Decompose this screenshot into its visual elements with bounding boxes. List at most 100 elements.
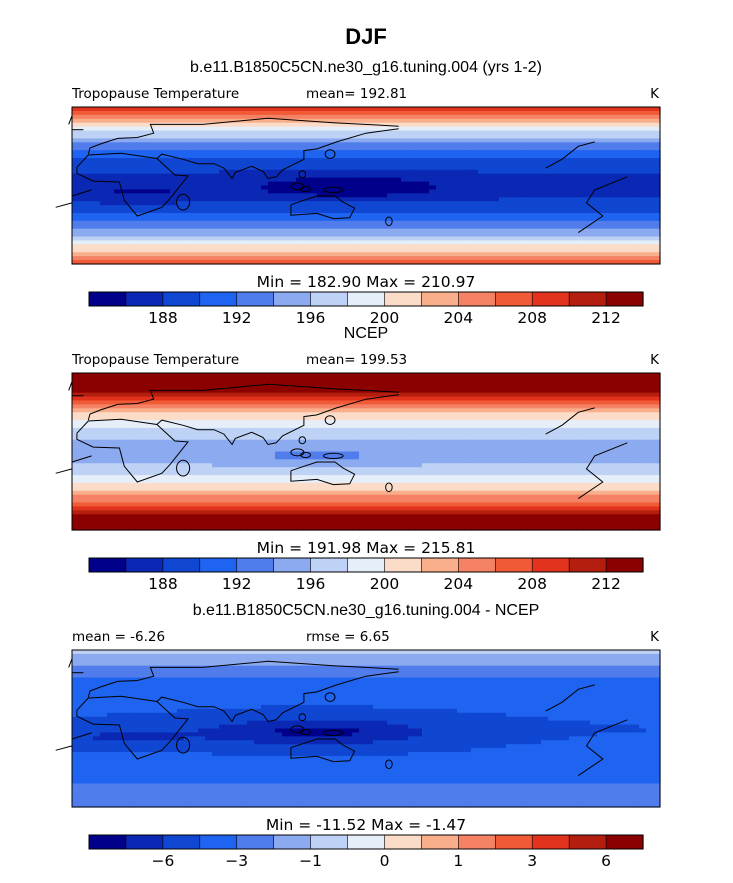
- map-cell: [86, 185, 94, 191]
- map-cell: [338, 236, 346, 242]
- map-cell: [520, 224, 528, 230]
- map-cell: [93, 185, 101, 191]
- map-cell: [464, 220, 472, 226]
- map-cell: [261, 236, 269, 242]
- map-cell: [275, 416, 283, 421]
- map-cell: [170, 384, 178, 390]
- map-cell: [317, 392, 325, 398]
- map-cell: [254, 232, 262, 238]
- map-cell: [625, 412, 633, 417]
- map-cell: [135, 142, 143, 147]
- map-cell: [296, 412, 304, 417]
- map-cell: [303, 216, 311, 222]
- map-cell: [464, 404, 472, 409]
- map-cell: [149, 392, 157, 398]
- map-cell: [653, 396, 661, 402]
- map-cell: [177, 114, 185, 120]
- map-cell: [191, 420, 199, 425]
- map-cell: [275, 158, 283, 163]
- map-cell: [268, 169, 276, 175]
- map-cell: [72, 161, 80, 167]
- map-cell: [359, 376, 367, 382]
- map-cell: [198, 380, 206, 386]
- map-cell: [240, 154, 248, 159]
- map-cell: [359, 244, 367, 249]
- map-cell: [562, 400, 570, 405]
- map-cell: [373, 201, 381, 206]
- map-cell: [415, 185, 423, 191]
- map-cell: [457, 122, 465, 128]
- map-cell: [268, 412, 276, 417]
- map-cell: [233, 142, 241, 147]
- map-cell: [373, 169, 381, 175]
- map-cell: [555, 427, 563, 433]
- map-cell: [632, 134, 640, 139]
- map-cell: [93, 161, 101, 167]
- map-cell: [324, 248, 332, 253]
- map-cell: [387, 146, 395, 151]
- map-cell: [240, 146, 248, 151]
- map-cell: [93, 212, 101, 218]
- map-cell: [618, 416, 626, 421]
- map-cell: [653, 224, 661, 230]
- map-cell: [254, 244, 262, 249]
- map-cell: [121, 169, 129, 175]
- map-cell: [261, 443, 269, 449]
- map-cell: [541, 114, 549, 120]
- map-cell: [149, 396, 157, 402]
- map-cell: [639, 427, 647, 433]
- map-cell: [408, 154, 416, 159]
- map-cell: [569, 439, 577, 445]
- map-cell: [443, 165, 451, 171]
- map-cell: [583, 142, 591, 147]
- map-cell: [429, 435, 437, 441]
- map-cell: [590, 400, 598, 405]
- map-cell: [366, 146, 374, 151]
- map-cell: [569, 118, 577, 124]
- map-cell: [296, 165, 304, 171]
- map-cell: [177, 126, 185, 132]
- map-cell: [541, 435, 549, 441]
- map-cell: [457, 256, 465, 261]
- map-cell: [478, 376, 486, 382]
- map-cell: [191, 114, 199, 120]
- map-cell: [625, 181, 633, 187]
- map-cell: [275, 388, 283, 394]
- map-cell: [233, 201, 241, 206]
- map-cell: [422, 252, 430, 257]
- map-cell: [597, 114, 605, 120]
- map-cell: [387, 443, 395, 449]
- map-cell: [408, 424, 416, 429]
- map-cell: [618, 228, 626, 234]
- map-cell: [499, 380, 507, 386]
- map-cell: [478, 236, 486, 242]
- map-cell: [471, 431, 479, 437]
- map-cell: [492, 114, 500, 120]
- map-cell: [205, 110, 213, 116]
- map-cell: [226, 142, 234, 147]
- map-cell: [128, 392, 136, 398]
- map-cell: [233, 107, 241, 112]
- map-cell: [100, 252, 108, 257]
- map-cell: [499, 236, 507, 242]
- map-cell: [352, 220, 360, 226]
- map-cell: [100, 107, 108, 112]
- map-cell: [289, 396, 297, 402]
- map-cell: [205, 228, 213, 234]
- map-cell: [100, 388, 108, 394]
- map-cell: [107, 146, 115, 151]
- map-cell: [226, 256, 234, 261]
- map-cell: [317, 138, 325, 143]
- map-cell: [611, 373, 619, 378]
- map-cell: [240, 181, 248, 187]
- map-cell: [639, 380, 647, 386]
- map-cell: [205, 388, 213, 394]
- map-cell: [191, 256, 199, 261]
- map-cell: [226, 427, 234, 433]
- map-cell: [597, 260, 605, 265]
- map-cell: [499, 118, 507, 124]
- map-cell: [359, 443, 367, 449]
- map-cell: [520, 201, 528, 206]
- map-cell: [107, 154, 115, 159]
- map-cell: [555, 142, 563, 147]
